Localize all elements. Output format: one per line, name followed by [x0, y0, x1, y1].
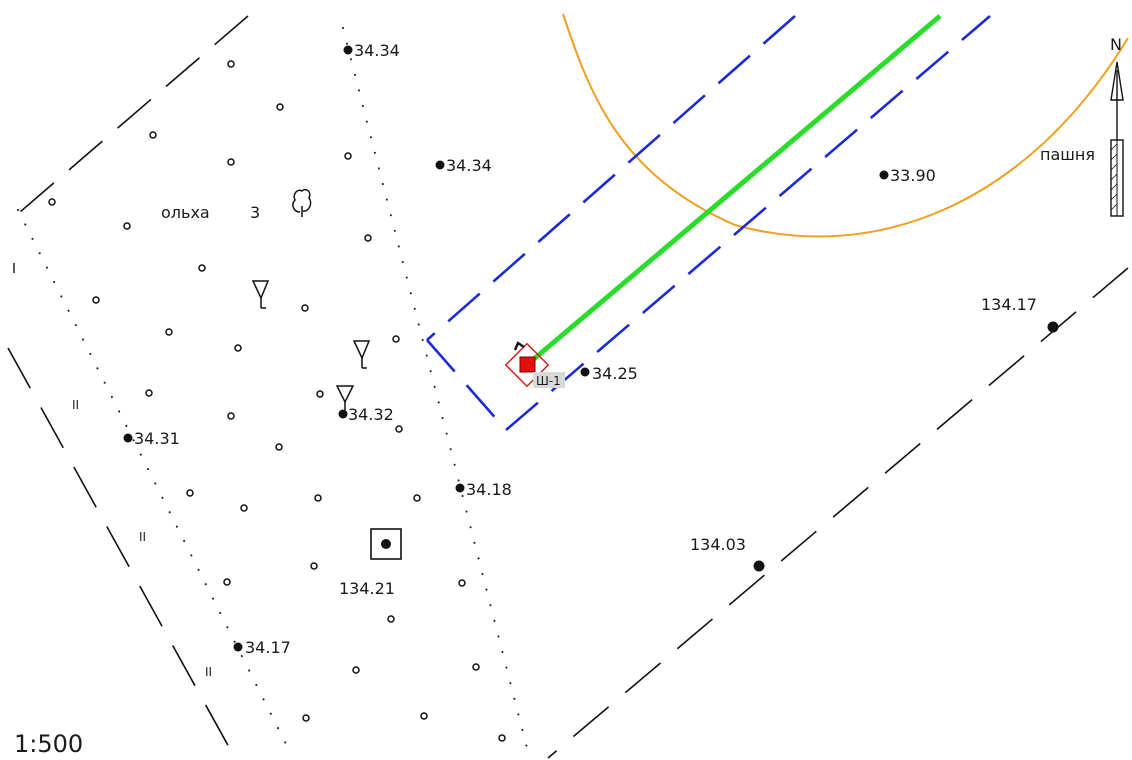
elevation-labels: 34.34 34.34 33.90 134.17 34.25 34.32 34.…: [134, 41, 1037, 657]
well-handle-icon: [513, 341, 525, 351]
north-label: N: [1110, 35, 1122, 54]
corridor-edge-north: [426, 15, 796, 341]
elevation-dot: [580, 367, 590, 377]
vegetation-label: ольха: [161, 203, 210, 222]
elevation-label: 134.03: [690, 535, 746, 554]
boundary-line-northwest: [19, 15, 249, 213]
elevation-dot: [123, 433, 133, 443]
geodetic-point-square-icon: [370, 528, 402, 560]
field-boundary-contour: [562, 13, 1129, 238]
pipeline-line[interactable]: [526, 14, 942, 366]
elevation-label: 34.18: [466, 480, 512, 499]
elevation-dot: [1047, 321, 1059, 333]
well-label-box: [533, 372, 565, 388]
geodetic-point-dot-icon: [381, 539, 391, 549]
scale-label: 1:500: [14, 730, 83, 758]
vegetation-height-label: 3: [250, 203, 260, 222]
well-label: Ш-1: [536, 374, 561, 388]
goblet-icon: [352, 340, 371, 369]
elevation-label: 34.32: [348, 405, 394, 424]
boundary-line-southwest: [7, 347, 236, 759]
elevation-label: 34.34: [446, 156, 492, 175]
elevation-dot: [455, 483, 465, 493]
boundary-lines: [7, 15, 1129, 759]
well-marker[interactable]: Ш-1: [504, 341, 565, 388]
goblet-icon: [251, 280, 270, 309]
elevation-dot: [233, 642, 243, 652]
elevation-label: 34.25: [592, 364, 638, 383]
elevation-label: 134.17: [981, 295, 1037, 314]
elevation-dot: [753, 560, 765, 572]
elevation-label: 34.31: [134, 429, 180, 448]
field-label: пашня: [1040, 145, 1095, 164]
elevation-dot: [343, 45, 353, 55]
tree-icon: [292, 188, 312, 217]
dotted-line-west: [17, 209, 291, 753]
fence-mark: II: [139, 530, 146, 544]
tree-circles: [48, 60, 506, 742]
geodetic-point-marker[interactable]: [370, 528, 402, 560]
fence-mark: II: [205, 665, 212, 679]
corridor-edge-south: [505, 15, 991, 431]
elevation-label: 134.21: [339, 579, 395, 598]
elevation-dot: [435, 160, 445, 170]
elevation-dot: [338, 409, 348, 419]
dotted-line-east: [342, 27, 529, 753]
elevation-label: 34.34: [354, 41, 400, 60]
elevation-label: 34.17: [245, 638, 291, 657]
elevation-label: 33.90: [890, 166, 936, 185]
goblet-icons: [251, 280, 371, 410]
goblet-icon: [335, 385, 355, 410]
boundary-line-southeast: [547, 267, 1129, 759]
elevation-points: [123, 45, 1059, 652]
well-square-icon: [519, 356, 536, 373]
north-arrow: N: [1110, 35, 1124, 217]
elevation-dot: [879, 170, 889, 180]
pipeline-corridor: [426, 15, 991, 431]
corridor-edge-west: [426, 339, 507, 431]
fence-mark: II: [72, 398, 79, 412]
